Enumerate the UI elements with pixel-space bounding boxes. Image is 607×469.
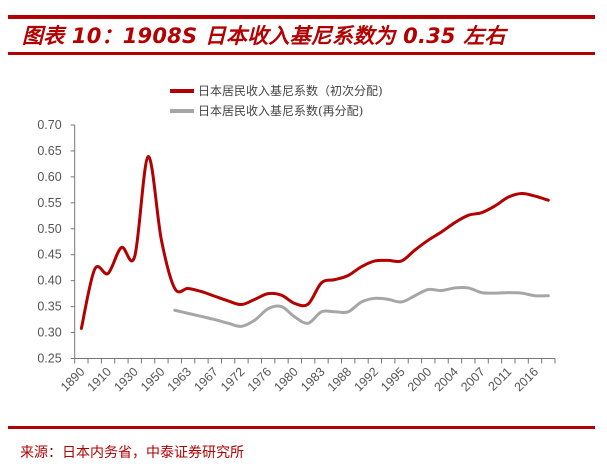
line-chart: 日本居民收入基尼系数（初次分配) 日本居民收入基尼系数(再分配) 0.25 0.30…	[37, 83, 556, 395]
x-tick-label: 2011	[486, 365, 515, 394]
y-tick-label: 0.55	[37, 196, 61, 210]
series-line-primary	[79, 155, 550, 330]
y-tick-label: 0.50	[37, 222, 61, 236]
y-tick-label: 0.60	[37, 170, 61, 184]
y-tick-label: 0.35	[37, 300, 61, 314]
x-tick-label: 1988	[325, 365, 355, 395]
x-tick-label: 1980	[271, 365, 301, 395]
x-tick-label: 1910	[85, 365, 115, 395]
y-tick-label: 0.70	[37, 118, 61, 132]
legend: 日本居民收入基尼系数（初次分配) 日本居民收入基尼系数(再分配)	[170, 83, 383, 118]
y-tick-label: 0.65	[37, 144, 61, 158]
x-tick-label: 1972	[218, 365, 248, 395]
y-tick-label: 0.25	[37, 352, 61, 366]
x-tick-label: 1930	[111, 365, 141, 395]
legend-label: 日本居民收入基尼系数（初次分配)	[198, 83, 383, 98]
x-tick-label: 1967	[191, 365, 221, 395]
x-tick-label: 1950	[138, 365, 168, 395]
series-line-secondary	[173, 285, 550, 328]
x-tick-label: 2016	[512, 365, 542, 395]
x-tick-label: 1963	[165, 365, 195, 395]
bottom-rule	[8, 426, 595, 429]
x-tick-label: 1983	[298, 365, 328, 395]
series-lines	[79, 155, 550, 330]
legend-label: 日本居民收入基尼系数(再分配)	[198, 103, 363, 118]
title-underline	[8, 52, 595, 55]
x-tick-label: 1992	[351, 365, 381, 395]
x-tick-label: 2000	[405, 365, 435, 395]
y-tick-label: 0.30	[37, 326, 61, 340]
x-tick-label: 2007	[458, 365, 488, 395]
x-tick-label: 1890	[58, 365, 88, 395]
y-tick-label: 0.40	[37, 274, 61, 288]
figure-title: 图表 10：1908S 日本收入基尼系数为 0.35 左右	[22, 24, 506, 48]
x-tick-label: 2004	[431, 365, 461, 395]
x-tick-label: 1976	[245, 365, 275, 395]
y-tick-label: 0.45	[37, 248, 61, 262]
top-rule	[8, 15, 595, 19]
x-tick-label: 1995	[378, 365, 408, 395]
source-note: 来源：日本内务省，中泰证券研究所	[20, 445, 244, 461]
